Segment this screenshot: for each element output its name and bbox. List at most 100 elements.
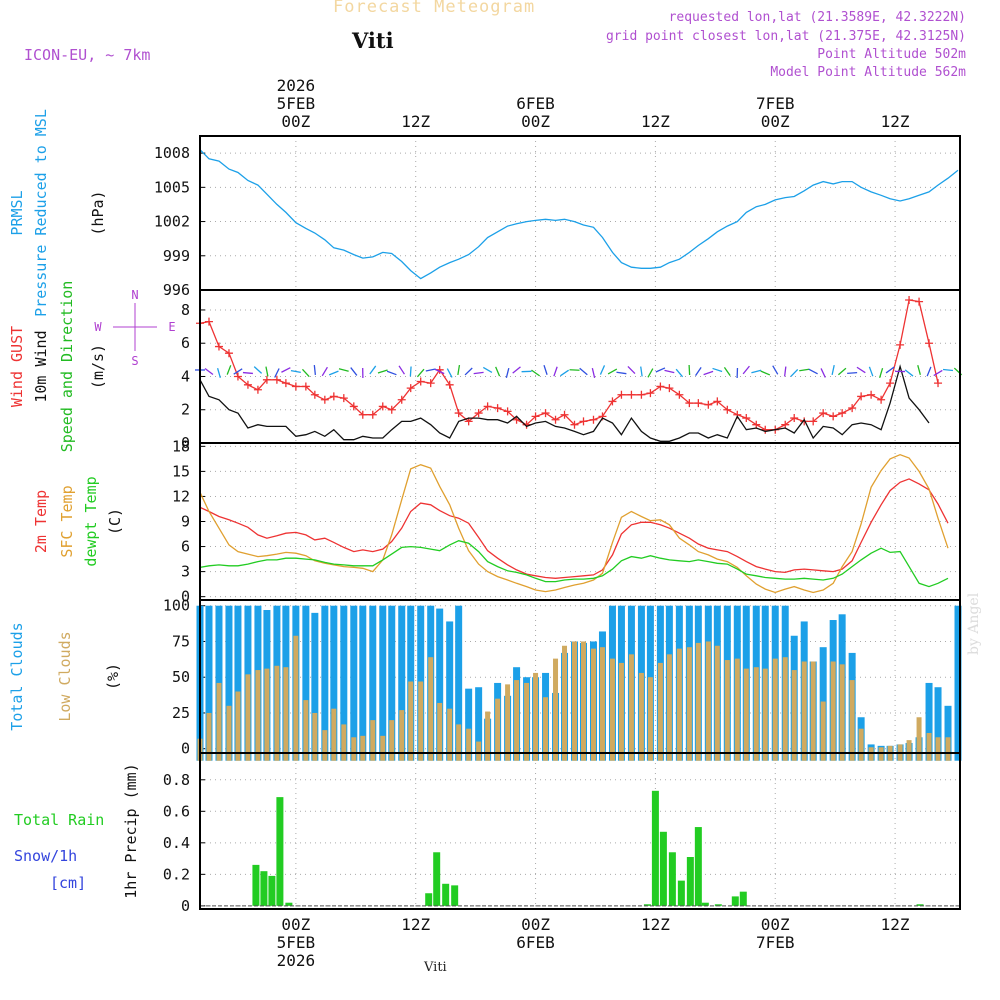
total-cloud-bar [330, 605, 338, 761]
y-tick-label: 0.6 [163, 802, 190, 820]
gust-marker [886, 379, 895, 388]
total-cloud-bar [311, 612, 319, 761]
chart-title: Forecast Meteogram [333, 0, 536, 17]
rain-bar [276, 797, 284, 906]
wind-direction-arrow [655, 367, 666, 373]
low-cloud-bar [666, 654, 672, 761]
rain-bar [442, 883, 450, 906]
low-cloud-bar [245, 674, 251, 761]
total-cloud-bar [436, 608, 444, 761]
low-cloud-bar [714, 645, 720, 761]
low-cloud-bar [926, 732, 932, 761]
rain-bar [651, 790, 659, 906]
y-tick-label: 50 [172, 668, 190, 686]
low-cloud-bar [609, 658, 615, 761]
low-cloud-bar [495, 698, 501, 761]
wind-direction-arrow [512, 366, 521, 374]
rain-label: Total Rain [14, 811, 104, 829]
rain-bar [252, 864, 260, 906]
total-cloud-bar [359, 605, 367, 761]
wind-direction-arrow [253, 366, 263, 374]
total-cloud-bar [234, 605, 242, 761]
gust-marker [848, 404, 857, 413]
gust-marker [570, 420, 579, 429]
wind-direction-arrow [321, 366, 328, 377]
gust-marker [704, 400, 713, 409]
total-cloud-bar [475, 687, 483, 761]
compass-east: E [168, 320, 175, 334]
y-tick-label: 15 [172, 462, 190, 480]
y-tick-label: 1008 [154, 144, 190, 162]
bottom-time-label: 00Z [761, 915, 790, 934]
bottom-time-label: 12Z [401, 915, 430, 934]
wind-direction-arrow [917, 364, 921, 375]
low-cloud-bar [485, 711, 491, 761]
axis-label: Total Clouds [8, 622, 26, 730]
gust-marker [301, 382, 310, 391]
wind-direction-arrow [579, 367, 588, 376]
top-time-label: 00Z [521, 112, 550, 131]
wind-direction-arrow [675, 368, 684, 378]
gust-marker [742, 414, 751, 423]
total-cloud-bar [925, 682, 933, 761]
wind-direction-arrow [290, 369, 301, 373]
gust-marker [579, 417, 588, 426]
rain-bar [425, 893, 433, 906]
wind-direction-arrow [591, 367, 596, 379]
gust-marker [368, 410, 377, 419]
low-cloud-bar [849, 680, 855, 761]
total-cloud-bar [321, 605, 329, 761]
bottom-time-label: 00Z [521, 915, 550, 934]
precip-axis-label: 1hr Precip (mm) [122, 763, 140, 898]
wind-direction-arrow [933, 369, 943, 377]
low-cloud-bar [753, 667, 759, 761]
gust-marker [454, 409, 463, 418]
y-tick-label: 0.8 [163, 771, 190, 789]
wind-direction-arrow [904, 369, 914, 377]
bottom-time-label: 5FEB [277, 933, 316, 952]
low-cloud-bar [447, 708, 453, 761]
rain-bar [268, 875, 276, 906]
wind-direction-arrow [599, 365, 606, 375]
series-wind-gust [199, 299, 939, 431]
low-cloud-bar [638, 672, 644, 761]
wind-direction-arrow [879, 368, 884, 378]
gust-marker [905, 295, 914, 304]
rain-bar [739, 891, 747, 906]
wind-direction-arrow [409, 366, 412, 377]
low-cloud-bar [906, 740, 912, 761]
gust-marker [867, 390, 876, 399]
series-10m-wind [199, 364, 930, 442]
low-cloud-bar [830, 661, 836, 761]
wind-direction-arrow [398, 365, 406, 375]
wind-direction-arrow [350, 367, 358, 376]
top-time-label: 00Z [761, 112, 790, 131]
panel-pressure: 996 999 1002 1005 1008 PRMSL Pressure Reduced … [8, 109, 961, 317]
low-cloud-bar [322, 730, 328, 761]
gust-marker [934, 379, 943, 388]
axis-label: Low Clouds [56, 631, 74, 721]
total-cloud-bar [369, 605, 377, 761]
total-cloud-bar [944, 705, 952, 761]
requested-coords: requested lon,lat (21.3589E, 42.3222N) [668, 10, 966, 25]
gust-marker [272, 375, 281, 384]
low-cloud-bar [647, 677, 653, 761]
low-cloud-bar [264, 668, 270, 761]
top-time-label: 00Z [281, 112, 310, 131]
location-name: Viti [352, 28, 394, 53]
axis-label: (m/s) [89, 344, 107, 389]
wind-direction-arrow [446, 368, 453, 378]
low-cloud-bar [858, 728, 864, 761]
gust-marker [819, 409, 828, 418]
wind-direction-arrow [204, 367, 214, 376]
panel-precip: 0 0.2 0.4 0.6 0.8 Total Rain Snow/1h [cm] 1hr Pr… [14, 752, 961, 915]
wind-direction-arrow [723, 367, 731, 376]
low-cloud-bar [705, 641, 711, 761]
wind-direction-arrow [457, 364, 461, 376]
axis-label: dewpt Temp [82, 476, 100, 566]
wind-direction-arrow [808, 368, 818, 375]
series-sfc-temp [199, 454, 949, 594]
low-cloud-bar [580, 641, 586, 761]
low-cloud-bar [389, 720, 395, 761]
